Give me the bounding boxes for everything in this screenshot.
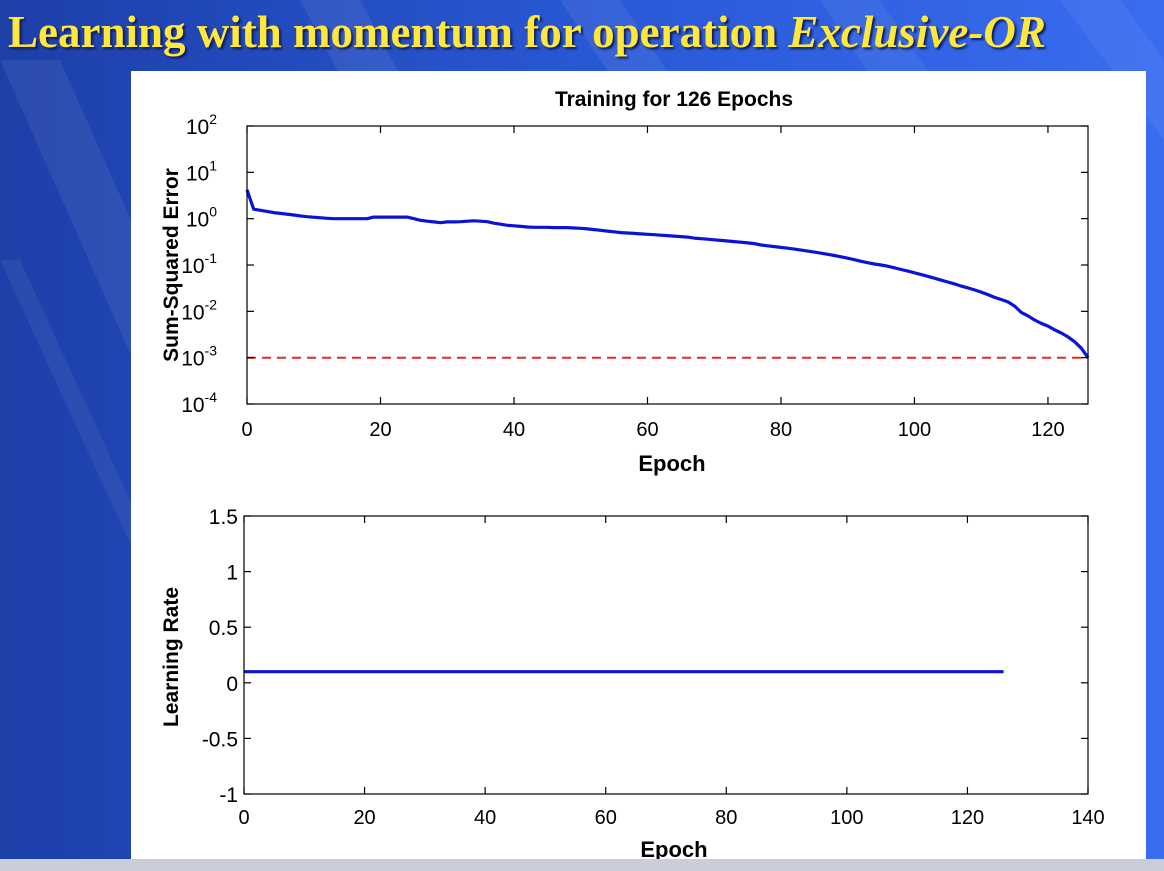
sse-plot-frame <box>246 125 1089 405</box>
sse-y-tick-exponent: -3 <box>205 343 218 359</box>
sse-y-axis-label: Sum-Squared Error <box>160 168 183 362</box>
lr-plot-frame <box>243 515 1089 795</box>
lr-x-tick-label: 80 <box>715 807 737 829</box>
sse-error-series-line <box>245 189 1090 359</box>
lr-y-axis-label: Learning Rate <box>160 587 183 727</box>
sse-y-tick-base: 10 <box>186 162 209 185</box>
slide-title-italic: Exclusive-OR <box>788 7 1046 57</box>
sse-y-tick-label: 10-2 <box>181 296 217 324</box>
lr-x-tick-label: 0 <box>238 807 249 829</box>
sse-x-tick-label: 60 <box>636 419 658 441</box>
sse-y-tick-base: 10 <box>186 209 209 232</box>
sse-x-tick-label: 100 <box>898 419 931 441</box>
lr-tick-layer: 0 20 40 60 80 100 120 140 1.5 1 0.5 0 -0.5 -1 <box>202 506 1105 829</box>
sse-y-tick-base: 10 <box>181 255 204 278</box>
learning-rate-plot: 0 20 40 60 80 100 120 140 1.5 1 0.5 0 -0.5 -1 Epoch L… <box>160 506 1105 862</box>
sse-y-tick-label: 101 <box>186 157 217 185</box>
lr-y-tick-label: 1 <box>226 562 238 585</box>
sse-y-tick-label: 10-4 <box>181 389 217 417</box>
sse-y-tick-label: 10-3 <box>181 343 217 371</box>
sse-y-tick-base: 10 <box>181 394 204 417</box>
sse-y-tick-label: 10-1 <box>181 250 217 278</box>
lr-x-tick-label: 140 <box>1071 807 1104 829</box>
lr-x-tick-label: 120 <box>951 807 984 829</box>
sse-series-layer <box>245 189 1090 359</box>
chart-figure: Training for 126 Epochs 0 20 40 60 80 100 1201… <box>160 88 1105 862</box>
lr-y-tick-label: 1.5 <box>209 506 238 529</box>
sse-y-tick-exponent: 2 <box>209 111 217 127</box>
sse-y-tick-exponent: -1 <box>205 250 218 266</box>
sse-y-tick-label: 100 <box>186 204 217 232</box>
slide-title: Learning with momentum for operation Exc… <box>8 6 1046 58</box>
sse-x-tick-label: 80 <box>770 419 792 441</box>
lr-x-axis-label: Epoch <box>640 837 707 862</box>
sse-x-tick-label: 40 <box>503 419 525 441</box>
sse-y-tick-base: 10 <box>181 348 204 371</box>
sse-x-tick-label: 120 <box>1031 419 1064 441</box>
sse-y-tick-label: 102 <box>186 111 217 139</box>
slide-title-plain: Learning with momentum for operation <box>8 7 789 57</box>
sse-x-axis-label: Epoch <box>638 451 705 476</box>
lr-y-tick-label: 0.5 <box>209 617 238 640</box>
sse-x-tick-label: 0 <box>241 419 252 441</box>
sse-y-tick-exponent: -4 <box>205 389 218 405</box>
sse-plot: Training for 126 Epochs 0 20 40 60 80 100 1201… <box>160 88 1090 476</box>
sse-x-tick-label: 20 <box>369 419 391 441</box>
figure-panel: Training for 126 Epochs 0 20 40 60 80 100 120 1… <box>131 71 1146 871</box>
sse-y-tick-exponent: -2 <box>205 296 218 312</box>
sse-y-tick-base: 10 <box>186 116 209 139</box>
sse-plot-title: Training for 126 Epochs <box>555 88 793 111</box>
lr-x-tick-label: 20 <box>353 807 375 829</box>
sse-y-tick-exponent: 0 <box>209 204 217 220</box>
sse-y-tick-exponent: 1 <box>209 157 217 173</box>
lr-y-tick-label: -1 <box>219 784 238 807</box>
lr-x-tick-label: 100 <box>830 807 863 829</box>
sse-y-tick-base: 10 <box>181 301 204 324</box>
lr-y-tick-label: 0 <box>226 673 238 696</box>
lr-y-tick-label: -0.5 <box>202 728 238 751</box>
lr-x-tick-label: 60 <box>595 807 617 829</box>
footer-band <box>0 859 1164 871</box>
lr-x-tick-label: 40 <box>474 807 496 829</box>
